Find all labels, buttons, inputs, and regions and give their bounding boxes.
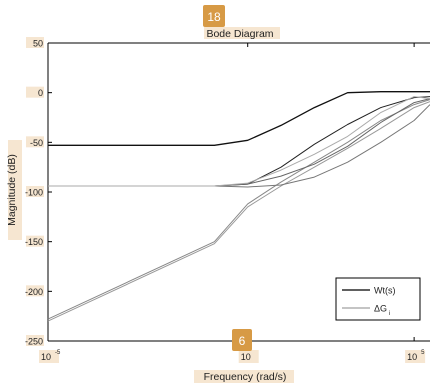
badge-top-text: 18 — [207, 10, 221, 24]
y-axis-label: Magnitude (dB) — [6, 154, 18, 226]
series-line-5 — [48, 104, 430, 188]
x-tick-label: 10 — [41, 352, 51, 362]
y-tick-highlight — [26, 86, 44, 98]
y-tick-label: -100 — [25, 188, 43, 198]
series-line-1 — [48, 91, 430, 146]
y-tick-highlight — [26, 335, 44, 346]
x-tick-label: 10 — [241, 352, 251, 362]
chart-title: Bode Diagram — [206, 28, 273, 40]
series-line-3 — [47, 99, 430, 320]
series-line-7 — [48, 96, 430, 187]
badge-top: 18 — [203, 5, 225, 27]
y-tick-highlight — [26, 136, 44, 148]
legend-label-sub: i — [389, 311, 390, 317]
series-group — [47, 91, 430, 322]
legend-label: Wt(s) — [374, 286, 396, 296]
y-tick-label: -50 — [30, 138, 43, 148]
legend-label: ΔG — [374, 304, 387, 314]
xlabel-highlight — [194, 370, 294, 383]
y-tick-highlight — [26, 37, 44, 48]
x-tick-highlight — [238, 350, 259, 363]
y-tick-highlight — [26, 186, 44, 197]
tick-group: 50 0 -50 -100 -150 -200 -250 10 -5 10 10 5 — [25, 39, 425, 363]
y-tick-label: -150 — [25, 237, 43, 247]
y-tick-label: -200 — [25, 287, 43, 297]
badge-bottom-text: 6 — [239, 334, 246, 348]
title-highlight — [204, 27, 280, 39]
x-tick-exponent: -5 — [55, 350, 61, 356]
legend-box — [335, 277, 421, 321]
x-tick-highlight — [39, 350, 59, 363]
ylabel-highlight — [8, 140, 22, 240]
y-tick-label: 50 — [33, 39, 43, 49]
legend: Wt(s) ΔGi — [335, 277, 421, 321]
label-highlights — [8, 27, 426, 383]
y-tick-label: 0 — [38, 88, 43, 98]
x-tick-highlight — [405, 350, 426, 363]
x-tick-exponent: 5 — [421, 350, 425, 356]
y-tick-label: -250 — [25, 337, 43, 347]
series-line-4 — [47, 101, 430, 322]
x-tick-label: 10 — [407, 352, 417, 362]
badge-bottom: 6 — [232, 329, 252, 351]
y-tick-highlight — [26, 235, 44, 247]
x-axis-label: Frequency (rad/s) — [204, 371, 287, 383]
y-tick-highlight — [26, 285, 44, 297]
